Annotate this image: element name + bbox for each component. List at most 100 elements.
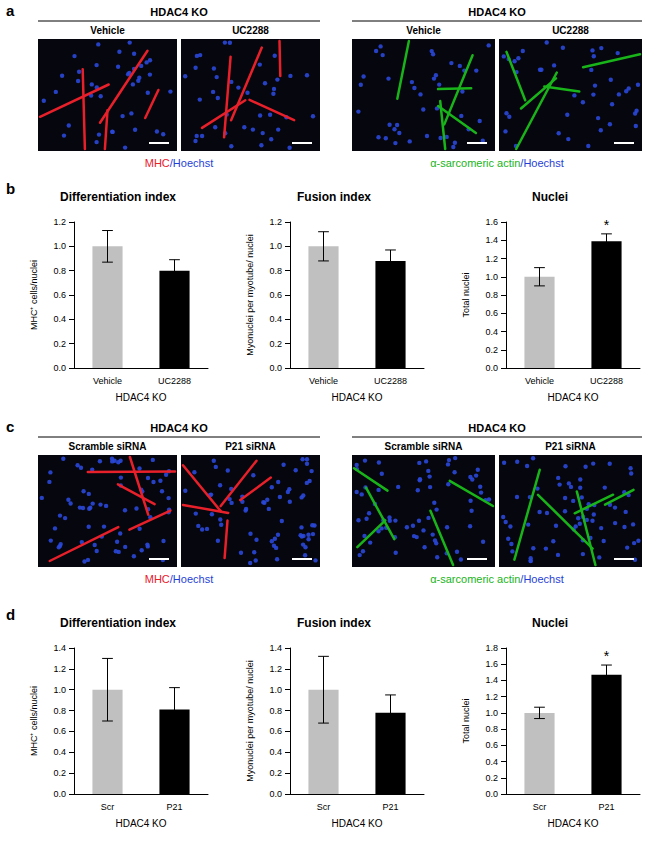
- svg-text:0.8: 0.8: [53, 266, 66, 276]
- svg-text:UC2288: UC2288: [552, 25, 589, 36]
- svg-text:0.6: 0.6: [53, 290, 66, 300]
- svg-text:1.4: 1.4: [485, 235, 498, 245]
- svg-text:UC2288: UC2288: [374, 376, 407, 386]
- svg-text:HDAC4 KO: HDAC4 KO: [115, 818, 166, 829]
- svg-text:0.0: 0.0: [269, 789, 282, 799]
- svg-text:0.8: 0.8: [485, 290, 498, 300]
- svg-text:Differentiation index: Differentiation index: [60, 616, 176, 630]
- svg-text:UC2288: UC2288: [158, 376, 191, 386]
- svg-text:0.4: 0.4: [53, 747, 66, 757]
- svg-text:Scr: Scr: [533, 802, 547, 812]
- svg-text:Fusion index: Fusion index: [297, 616, 371, 630]
- svg-text:1.4: 1.4: [485, 675, 498, 685]
- svg-text:a: a: [6, 2, 15, 19]
- svg-text:d: d: [6, 606, 15, 623]
- svg-text:0.8: 0.8: [269, 706, 282, 716]
- svg-text:c: c: [6, 418, 14, 435]
- svg-text:0.8: 0.8: [53, 706, 66, 716]
- svg-text:0.4: 0.4: [269, 747, 282, 757]
- svg-text:HDAC4 KO: HDAC4 KO: [547, 818, 598, 829]
- svg-text:1.0: 1.0: [53, 685, 66, 695]
- svg-text:0.4: 0.4: [53, 314, 66, 324]
- svg-text:0.2: 0.2: [269, 768, 282, 778]
- svg-text:1.2: 1.2: [269, 664, 282, 674]
- svg-text:HDAC4 KO: HDAC4 KO: [150, 422, 208, 434]
- svg-text:Vehicle: Vehicle: [90, 25, 125, 36]
- svg-text:1.0: 1.0: [269, 241, 282, 251]
- svg-text:0.4: 0.4: [485, 327, 498, 337]
- svg-text:*: *: [604, 648, 610, 664]
- svg-text:MHC/Hoechst: MHC/Hoechst: [145, 157, 213, 169]
- svg-text:0.2: 0.2: [269, 339, 282, 349]
- svg-text:Nuclei: Nuclei: [532, 616, 568, 630]
- svg-text:1.0: 1.0: [269, 685, 282, 695]
- svg-text:HDAC4 KO: HDAC4 KO: [468, 6, 526, 18]
- svg-text:HDAC4 KO: HDAC4 KO: [115, 392, 166, 403]
- svg-text:Scr: Scr: [101, 802, 115, 812]
- svg-text:0.8: 0.8: [269, 266, 282, 276]
- svg-text:0.4: 0.4: [485, 757, 498, 767]
- svg-text:Vehicle: Vehicle: [406, 25, 441, 36]
- svg-text:MHC⁺ cells/nuclei: MHC⁺ cells/nuclei: [29, 260, 39, 330]
- svg-text:0.0: 0.0: [53, 789, 66, 799]
- svg-text:α-sarcomeric actin/Hoechst: α-sarcomeric actin/Hoechst: [430, 157, 564, 169]
- svg-text:Myonuclei per myotube/ nuclei: Myonuclei per myotube/ nuclei: [245, 234, 255, 356]
- svg-text:0.6: 0.6: [269, 726, 282, 736]
- svg-text:1.0: 1.0: [485, 708, 498, 718]
- svg-text:Differentiation index: Differentiation index: [60, 190, 176, 204]
- svg-text:HDAC4 KO: HDAC4 KO: [150, 6, 208, 18]
- svg-text:Total nuclei: Total nuclei: [461, 272, 471, 317]
- svg-text:0.0: 0.0: [269, 363, 282, 373]
- svg-text:1.2: 1.2: [269, 217, 282, 227]
- svg-text:Scramble siRNA: Scramble siRNA: [69, 441, 147, 452]
- svg-text:UC2288: UC2288: [590, 376, 623, 386]
- svg-text:*: *: [604, 217, 610, 233]
- svg-text:UC2288: UC2288: [232, 25, 269, 36]
- svg-text:0.6: 0.6: [485, 308, 498, 318]
- svg-text:P21: P21: [382, 802, 398, 812]
- svg-text:0.6: 0.6: [53, 726, 66, 736]
- svg-text:b: b: [6, 180, 15, 197]
- svg-text:Vehicle: Vehicle: [309, 376, 338, 386]
- svg-text:1.4: 1.4: [269, 643, 282, 653]
- svg-text:1.6: 1.6: [485, 217, 498, 227]
- svg-text:0.2: 0.2: [485, 773, 498, 783]
- svg-text:1.2: 1.2: [485, 254, 498, 264]
- svg-text:HDAC4 KO: HDAC4 KO: [547, 392, 598, 403]
- svg-text:MHC/Hoechst: MHC/Hoechst: [145, 573, 213, 585]
- svg-text:Myonuclei per myotube/ nuclei: Myonuclei per myotube/ nuclei: [245, 660, 255, 782]
- svg-text:0.0: 0.0: [485, 363, 498, 373]
- svg-text:0.6: 0.6: [269, 290, 282, 300]
- svg-text:0.6: 0.6: [485, 740, 498, 750]
- svg-text:1.6: 1.6: [485, 659, 498, 669]
- svg-text:MHC⁺ cells/nuclei: MHC⁺ cells/nuclei: [29, 686, 39, 756]
- svg-text:1.0: 1.0: [485, 272, 498, 282]
- svg-text:HDAC4 KO: HDAC4 KO: [331, 392, 382, 403]
- svg-text:HDAC4 KO: HDAC4 KO: [468, 422, 526, 434]
- svg-text:Scramble siRNA: Scramble siRNA: [385, 441, 463, 452]
- svg-text:Nuclei: Nuclei: [532, 190, 568, 204]
- svg-text:α-sarcomeric actin/Hoechst: α-sarcomeric actin/Hoechst: [430, 573, 564, 585]
- svg-text:1.2: 1.2: [53, 217, 66, 227]
- svg-text:1.8: 1.8: [485, 643, 498, 653]
- svg-text:Vehicle: Vehicle: [93, 376, 122, 386]
- svg-text:P21 siRNA: P21 siRNA: [545, 441, 596, 452]
- svg-text:0.2: 0.2: [53, 768, 66, 778]
- svg-text:P21 siRNA: P21 siRNA: [225, 441, 276, 452]
- svg-text:0.0: 0.0: [485, 789, 498, 799]
- svg-text:0.4: 0.4: [269, 314, 282, 324]
- svg-text:Scr: Scr: [317, 802, 331, 812]
- svg-text:0.2: 0.2: [53, 339, 66, 349]
- svg-text:HDAC4 KO: HDAC4 KO: [331, 818, 382, 829]
- svg-text:Fusion index: Fusion index: [297, 190, 371, 204]
- svg-text:Total nuclei: Total nuclei: [461, 698, 471, 743]
- svg-text:0.8: 0.8: [485, 724, 498, 734]
- svg-text:0.2: 0.2: [485, 345, 498, 355]
- svg-text:P21: P21: [166, 802, 182, 812]
- svg-text:1.2: 1.2: [485, 692, 498, 702]
- svg-text:1.4: 1.4: [53, 643, 66, 653]
- svg-text:Vehicle: Vehicle: [525, 376, 554, 386]
- svg-text:1.2: 1.2: [53, 664, 66, 674]
- svg-text:P21: P21: [598, 802, 614, 812]
- svg-text:0.0: 0.0: [53, 363, 66, 373]
